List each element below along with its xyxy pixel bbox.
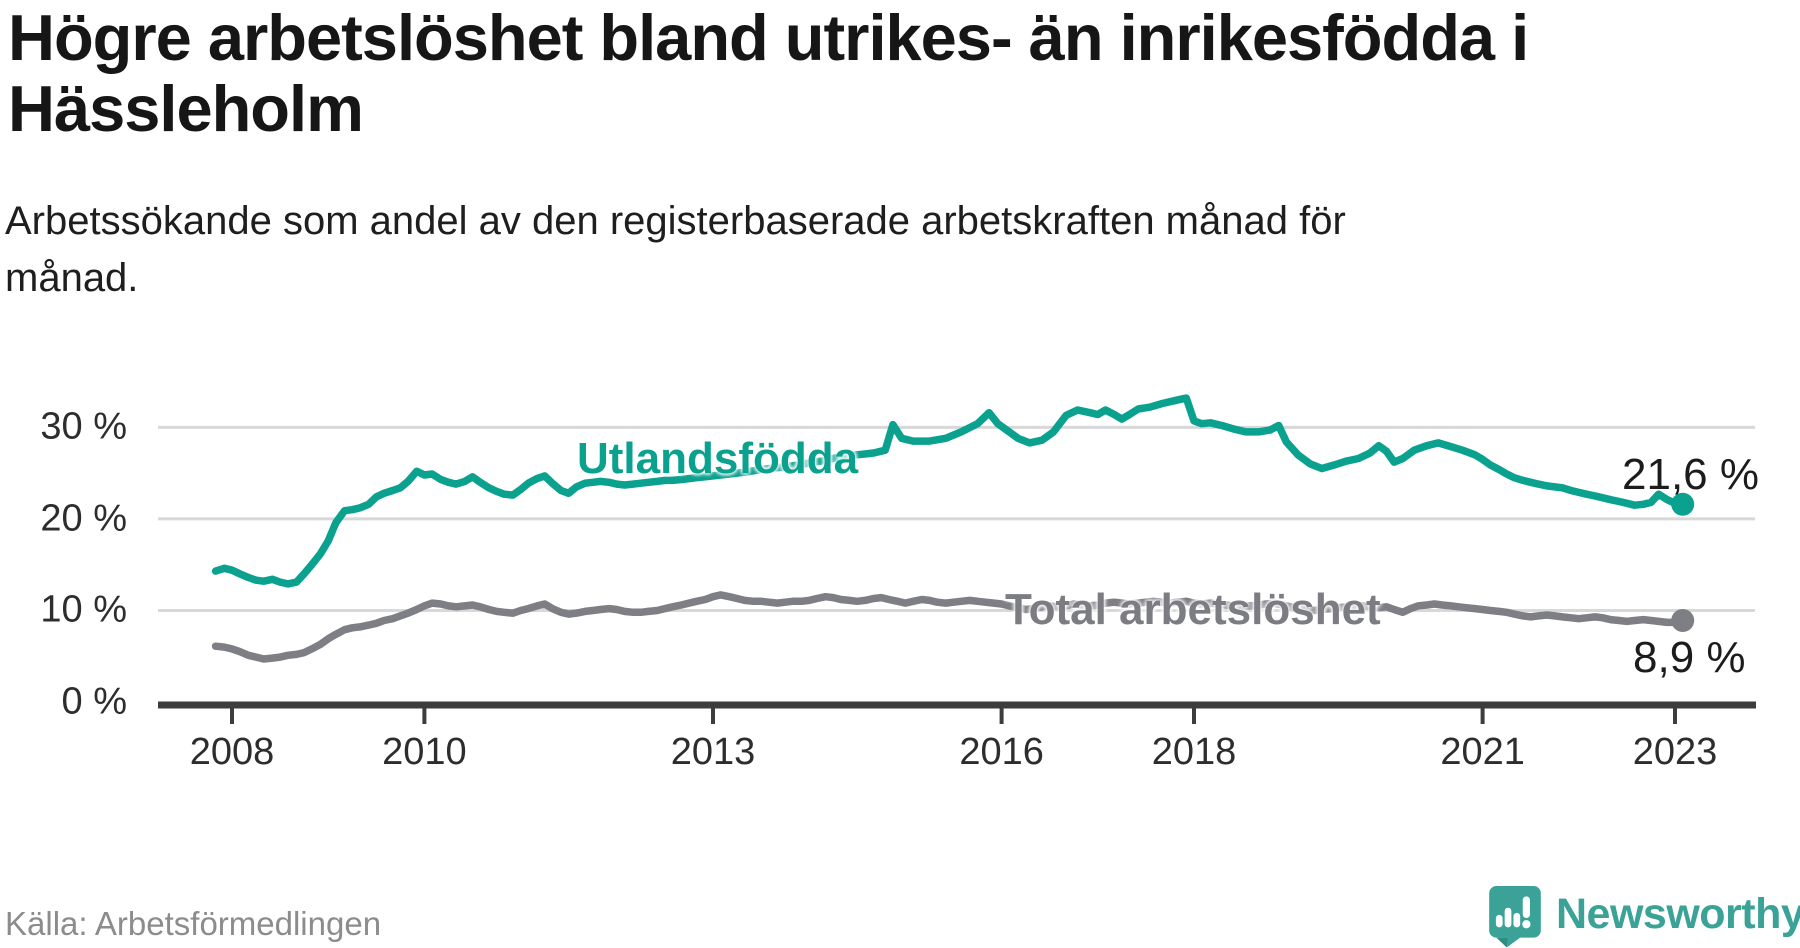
subtitle-line-1: Arbetssökande som andel av den registerb… [5, 199, 1346, 243]
series-line-0 [211, 394, 1687, 588]
title-line-1: Högre arbetslöshet bland utrikes- än inr… [8, 1, 1529, 74]
series-label-total-arbetsloshet: Total arbetslöshet [1005, 585, 1381, 634]
x-axis-label-2021: 2021 [1440, 731, 1525, 773]
series-label-utlandsfodda: Utlandsfödda [577, 434, 859, 483]
title-line-2: Hässleholm [8, 72, 364, 145]
subtitle-line-2: månad. [5, 256, 139, 300]
chart-subtitle: Arbetssökande som andel av den registerb… [5, 193, 1346, 307]
newsworthy-wordmark: Newsworthy [1556, 890, 1800, 938]
x-axis-label-2010: 2010 [382, 731, 467, 773]
newsworthy-logo-icon [1489, 886, 1541, 948]
y-axis-label-0: 0 % [61, 680, 127, 723]
x-axis-label-2018: 2018 [1151, 731, 1237, 773]
series-line-1 [211, 591, 1687, 663]
end-value-utlandsfodda: 21,6 % [1622, 450, 1759, 499]
series-end-dot-1 [1671, 609, 1695, 633]
x-axis-label-2016: 2016 [959, 731, 1044, 773]
x-axis-label-2008: 2008 [189, 731, 275, 773]
x-axis-label-2023: 2023 [1632, 731, 1718, 773]
y-axis-label-20: 20 % [40, 497, 127, 540]
end-value-total: 8,9 % [1633, 633, 1746, 682]
source-credit: Källa: Arbetsförmedlingen [5, 905, 382, 942]
y-axis-label-10: 10 % [40, 588, 127, 631]
y-axis-label-30: 30 % [40, 405, 127, 448]
series-end-dot-0 [1671, 492, 1695, 516]
x-axis-label-2013: 2013 [670, 731, 756, 773]
page-title: Högre arbetslöshet bland utrikes- än inr… [8, 1, 1529, 145]
